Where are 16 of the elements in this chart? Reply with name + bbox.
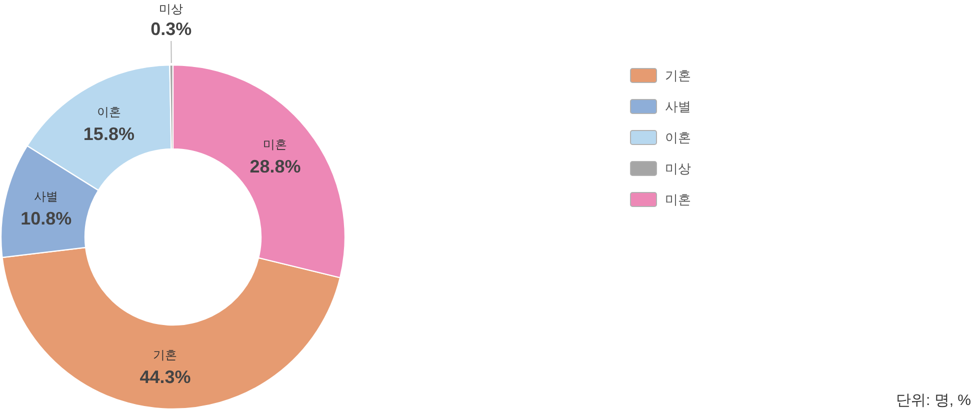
legend-label: 기혼 [665, 68, 691, 83]
data-label: 0.3% [150, 19, 192, 40]
annotation: 단위: 명, % [896, 392, 971, 409]
slice-label: 미상 [159, 2, 184, 16]
data-label: 44.3% [140, 366, 191, 387]
slice-label: 사별 [34, 190, 58, 204]
slice-label: 미혼 [263, 138, 288, 152]
legend-label: 이혼 [665, 130, 691, 145]
slice-label: 기혼 [153, 348, 178, 362]
data-label: 15.8% [83, 124, 134, 144]
legend-label: 미상 [665, 161, 691, 176]
legend-label: 미혼 [665, 192, 691, 207]
data-label: 28.8% [250, 156, 301, 177]
data-label: 10.8% [20, 208, 72, 229]
slice-label: 이혼 [96, 104, 121, 119]
legend-label: 사별 [665, 99, 691, 114]
